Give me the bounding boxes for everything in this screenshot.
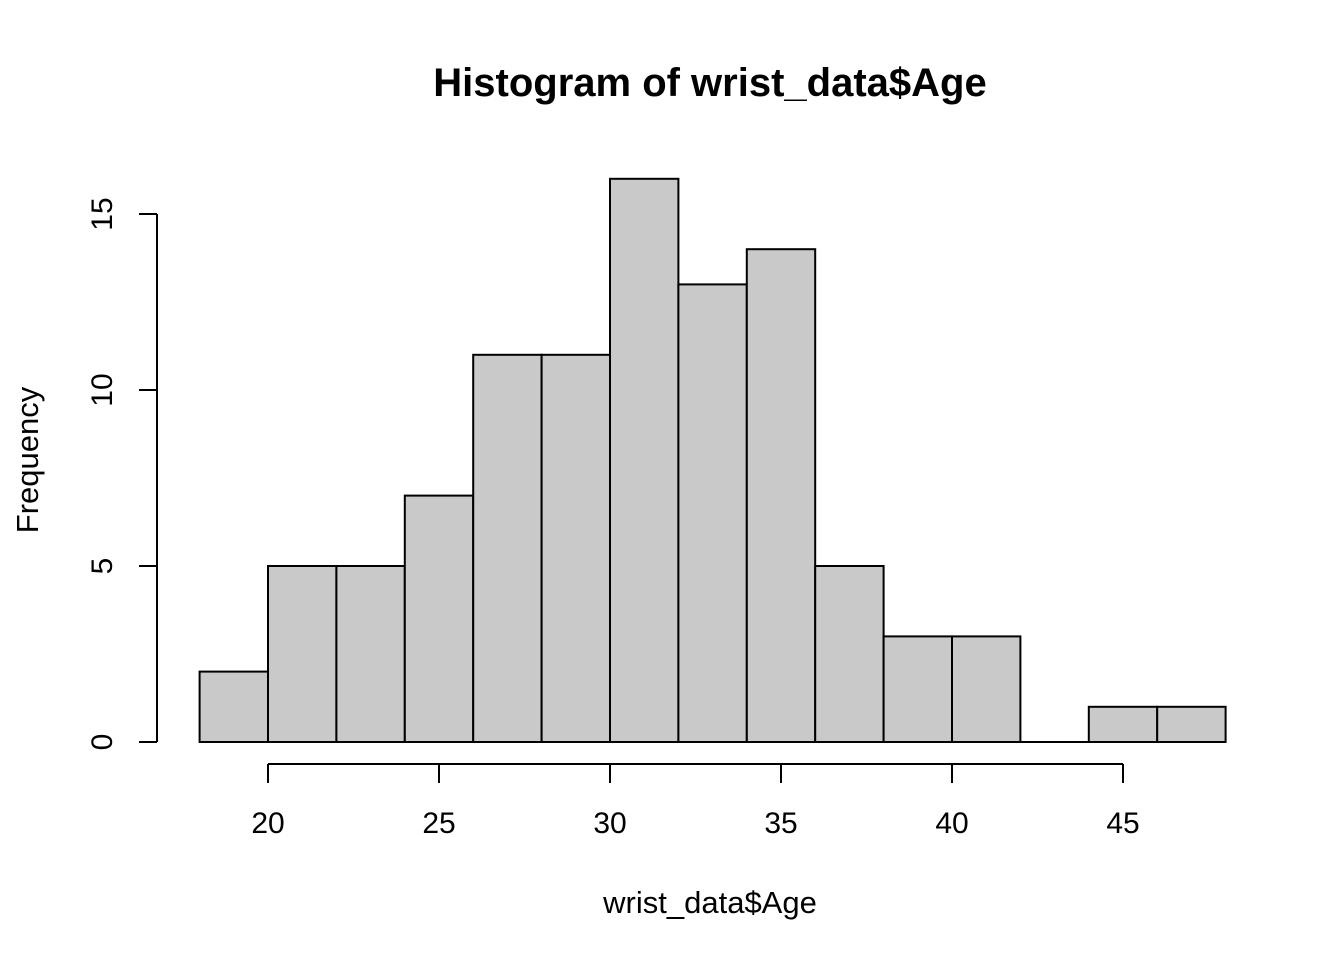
histogram-bar: [745, 248, 817, 743]
chart-title: Histogram of wrist_data$Age: [433, 61, 986, 105]
x-tick-label: 30: [593, 807, 626, 840]
histogram-bar: [472, 353, 543, 743]
histogram-bar: [540, 353, 611, 743]
histogram-bar: [1156, 705, 1227, 743]
x-tick-label: 45: [1106, 807, 1139, 840]
axes-group: 20 25 30 35 40 45 0 5 10 15: [86, 197, 1140, 840]
histogram-bar: [609, 177, 680, 744]
histogram-bar: [951, 635, 1022, 744]
x-axis-label: wrist_data$Age: [602, 885, 817, 920]
x-tick-label: 35: [764, 807, 797, 840]
y-axis-label: Frequency: [10, 386, 45, 533]
histogram-bar: [267, 565, 338, 743]
y-tick-label: 15: [86, 197, 119, 230]
x-tick-label: 40: [935, 807, 968, 840]
y-tick-label: 10: [86, 373, 119, 406]
histogram-bar: [677, 283, 748, 743]
x-tick-label: 25: [422, 807, 455, 840]
y-tick-label: 0: [86, 734, 119, 751]
histogram-bar: [814, 565, 885, 743]
x-tick-label: 20: [251, 807, 284, 840]
histogram-bar: [403, 494, 475, 743]
bars-group: [198, 177, 1227, 744]
histogram-bar: [882, 635, 953, 744]
y-tick-label: 5: [86, 558, 119, 575]
histogram-bar: [198, 670, 270, 743]
histogram-bar: [335, 565, 406, 743]
histogram-bar: [1087, 705, 1159, 743]
